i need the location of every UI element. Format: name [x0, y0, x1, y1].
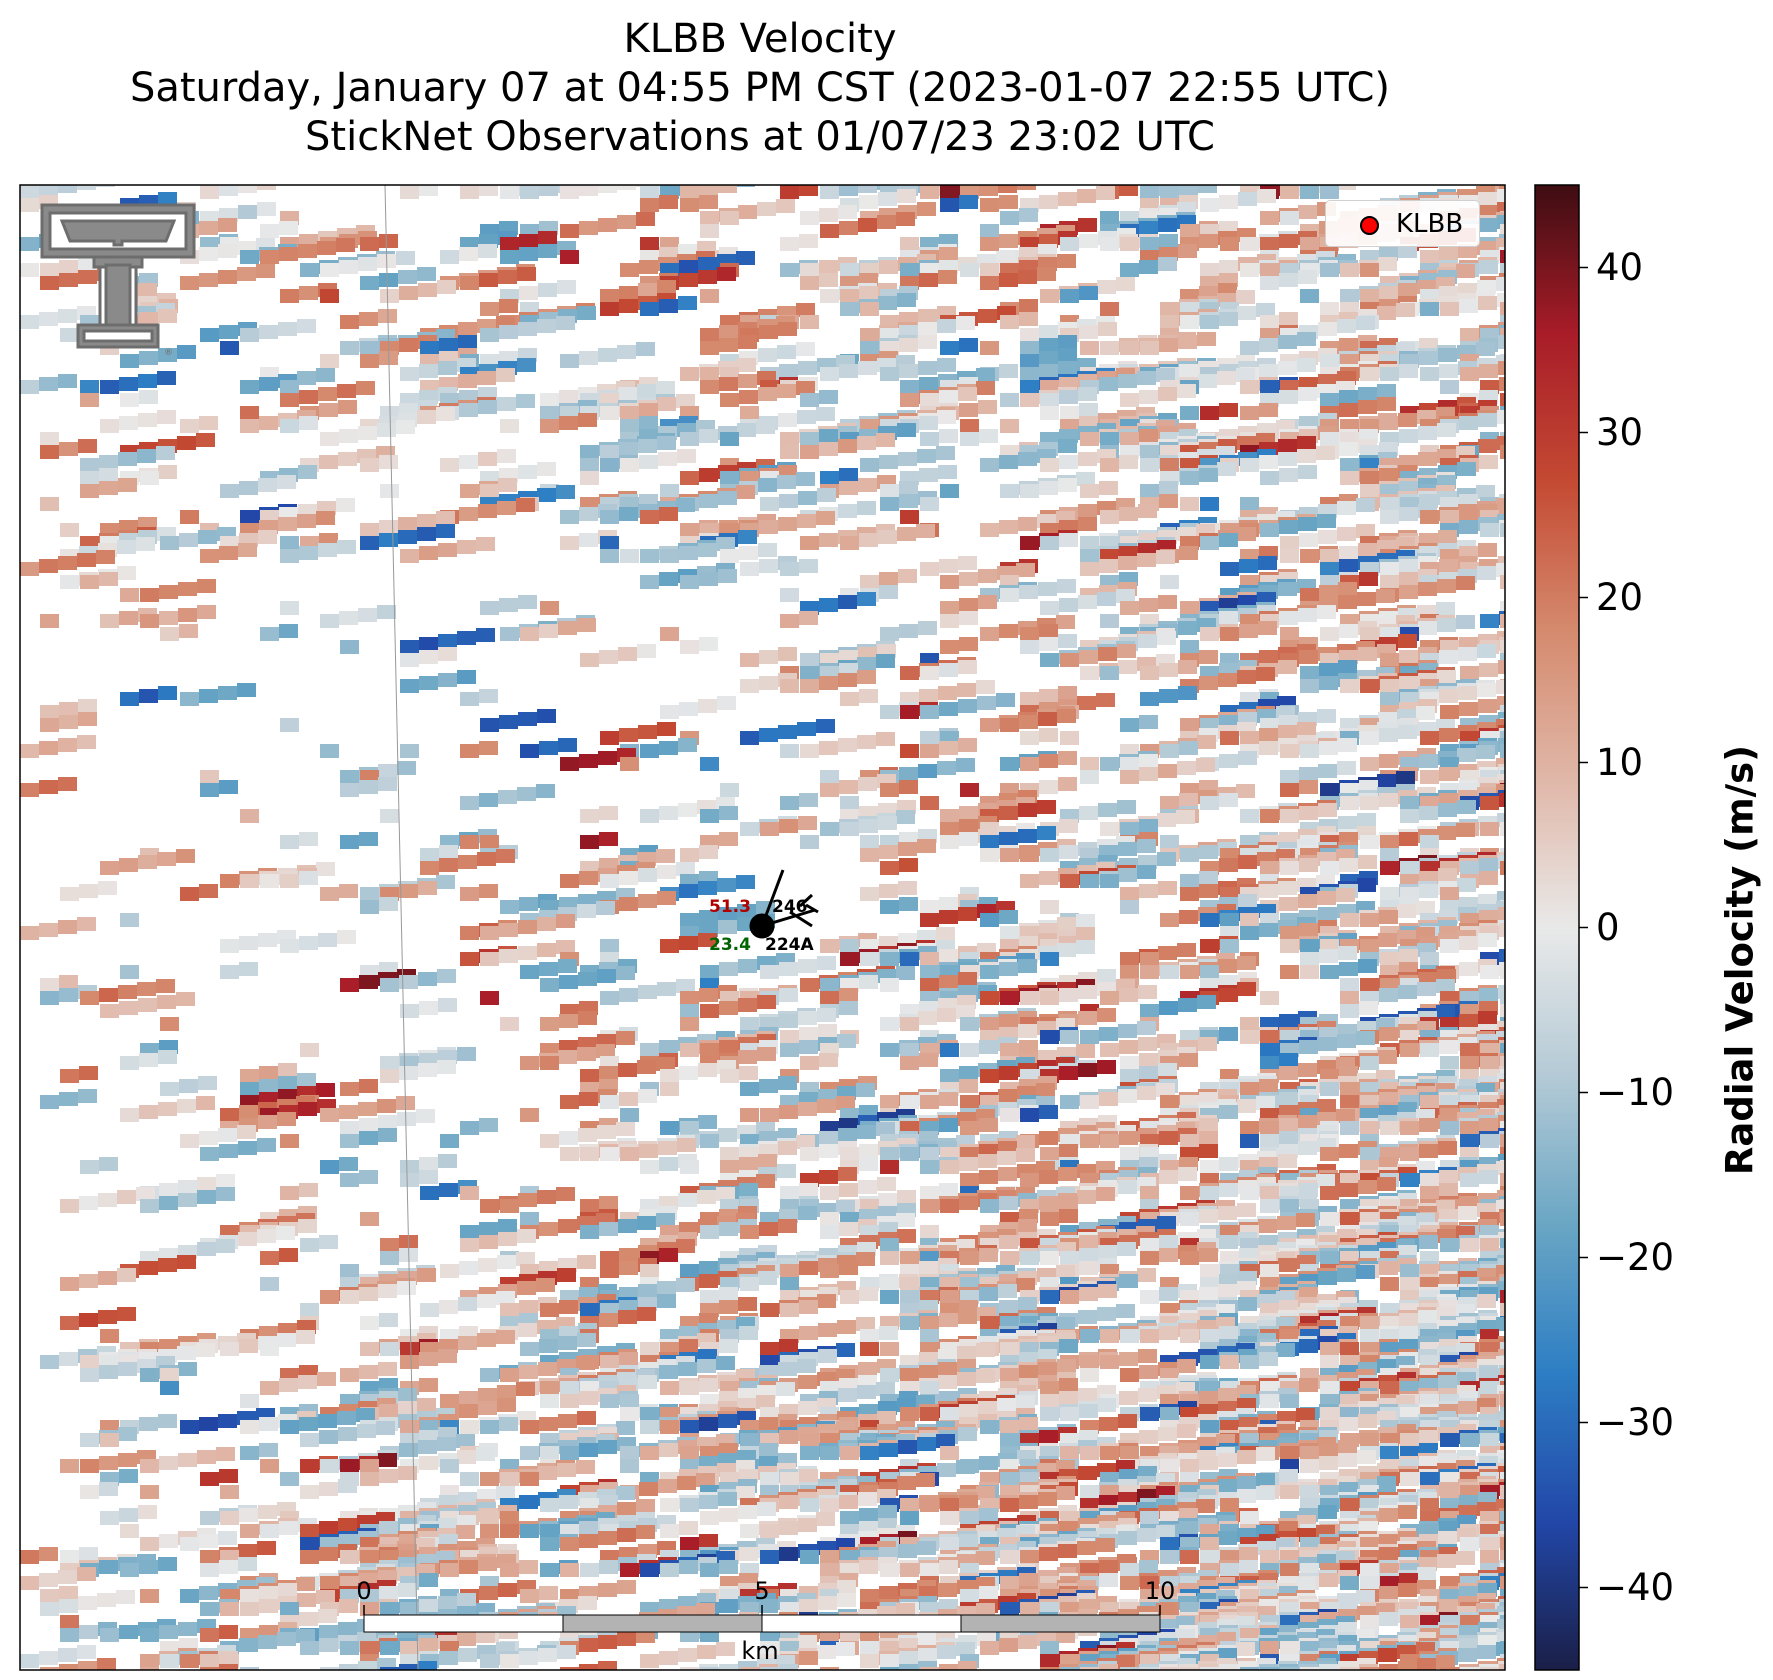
county-line: [384, 185, 419, 1670]
colorbar-tick-label: −10: [1596, 1070, 1675, 1114]
colorbar: [1534, 184, 1580, 1671]
velocity-field: [20, 185, 1505, 1670]
colorbar-tick-label: 10: [1596, 740, 1644, 784]
texas-tech-double-t-logo: ®: [40, 203, 196, 358]
colorbar-tick-label: −20: [1596, 1235, 1675, 1279]
station-id-bottom: 224A: [765, 935, 814, 955]
colorbar-tick-label: −40: [1596, 1565, 1675, 1609]
map-frame: [19, 184, 1506, 1671]
colorbar-tick-label: −30: [1596, 1400, 1675, 1444]
title-line-3: StickNet Observations at 01/07/23 23:02 …: [305, 114, 1215, 160]
title-line-2: Saturday, January 07 at 04:55 PM CST (20…: [129, 65, 1391, 111]
station-dewpoint: 23.4: [709, 935, 751, 955]
colorbar-label: Radial Velocity (m/s): [1718, 744, 1762, 1176]
colorbar-tick-label: 30: [1596, 410, 1644, 454]
station-temperature: 51.3: [709, 897, 751, 917]
scale-label-0: 0: [356, 1577, 372, 1605]
colorbar-tick-label: 0: [1596, 905, 1620, 949]
scale-label-5: 5: [754, 1577, 770, 1605]
station-id-top: 246: [772, 897, 808, 917]
title-line-1: KLBB Velocity: [623, 16, 897, 62]
colorbar-ticks: [1579, 266, 1588, 1589]
legend-label: KLBB: [1396, 209, 1464, 239]
scale-bar: [363, 1605, 1161, 1633]
scale-unit: km: [741, 1637, 779, 1665]
colorbar-tick-label: 20: [1596, 575, 1644, 619]
sticknet-station-plot: [749, 869, 819, 939]
colorbar-tick-label: 40: [1596, 245, 1644, 289]
legend: KLBB: [1325, 200, 1480, 247]
klbb-marker-icon: [1360, 216, 1379, 235]
scale-label-10: 10: [1144, 1577, 1176, 1605]
